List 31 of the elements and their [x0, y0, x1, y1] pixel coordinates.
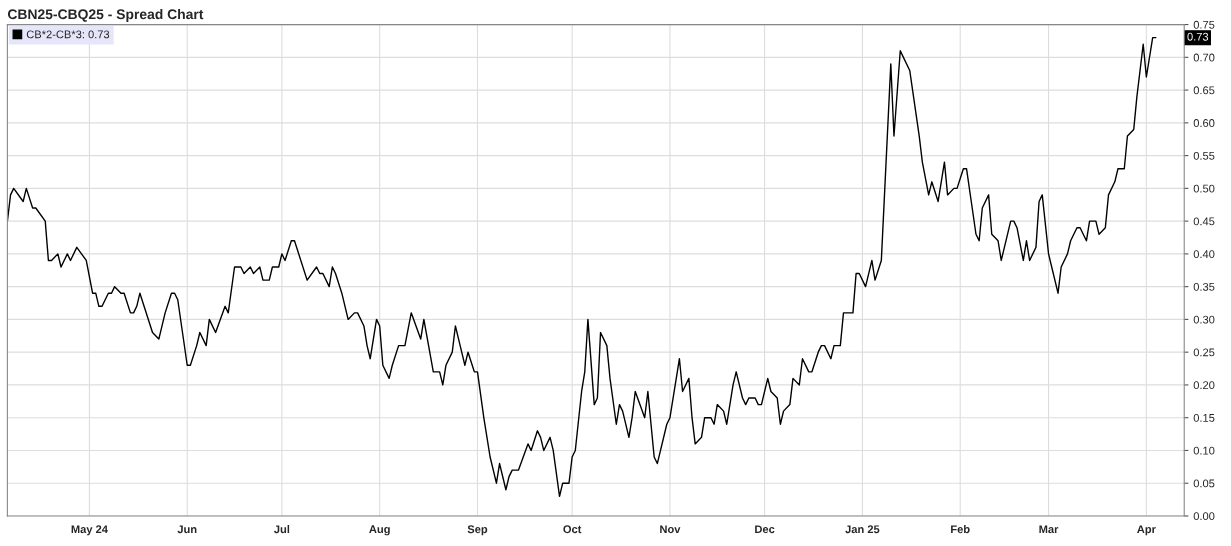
- y-tick-label: 0.05: [1193, 479, 1215, 488]
- y-tick-label: 0.00: [1193, 512, 1215, 521]
- y-tick-label: 0.50: [1193, 184, 1215, 193]
- chart-title: CBN25-CBQ25 - Spread Chart: [7, 8, 204, 22]
- x-tick-label: Feb: [951, 525, 970, 534]
- y-tick-label: 0.10: [1193, 446, 1215, 455]
- y-tick-label: 0.40: [1193, 250, 1215, 259]
- y-tick-label: 0.35: [1193, 282, 1215, 291]
- y-tick-label: 0.70: [1193, 53, 1215, 62]
- x-tick-label: Dec: [755, 525, 775, 534]
- x-tick-label: Jul: [274, 525, 290, 534]
- x-tick-label: Sep: [467, 525, 488, 536]
- x-tick-label: Mar: [1039, 525, 1059, 534]
- x-tick-label: May 24: [71, 525, 108, 536]
- y-tick-label: 0.15: [1193, 413, 1215, 422]
- y-tick-label: 0.55: [1193, 151, 1215, 160]
- y-tick-label: 0.75: [1193, 20, 1215, 29]
- y-tick-label: 0.65: [1193, 86, 1215, 95]
- y-tick-label: 0.45: [1193, 217, 1215, 226]
- x-tick-label: Apr: [1137, 525, 1156, 536]
- x-tick-label: Jun: [177, 525, 197, 534]
- x-tick-label: Aug: [369, 525, 390, 536]
- annotation: 0.73: [1187, 32, 1209, 41]
- legend-label: CB*2-CB*3: 0.73: [26, 30, 110, 39]
- y-tick-label: 0.25: [1193, 348, 1215, 357]
- y-tick-label: 0.60: [1193, 119, 1215, 127]
- y-tick-label: 0.30: [1193, 315, 1215, 324]
- x-tick-label: Oct: [563, 525, 582, 534]
- y-tick-label: 0.20: [1193, 381, 1215, 390]
- x-tick-label: Nov: [660, 525, 681, 534]
- x-tick-label: Jan 25: [845, 525, 880, 534]
